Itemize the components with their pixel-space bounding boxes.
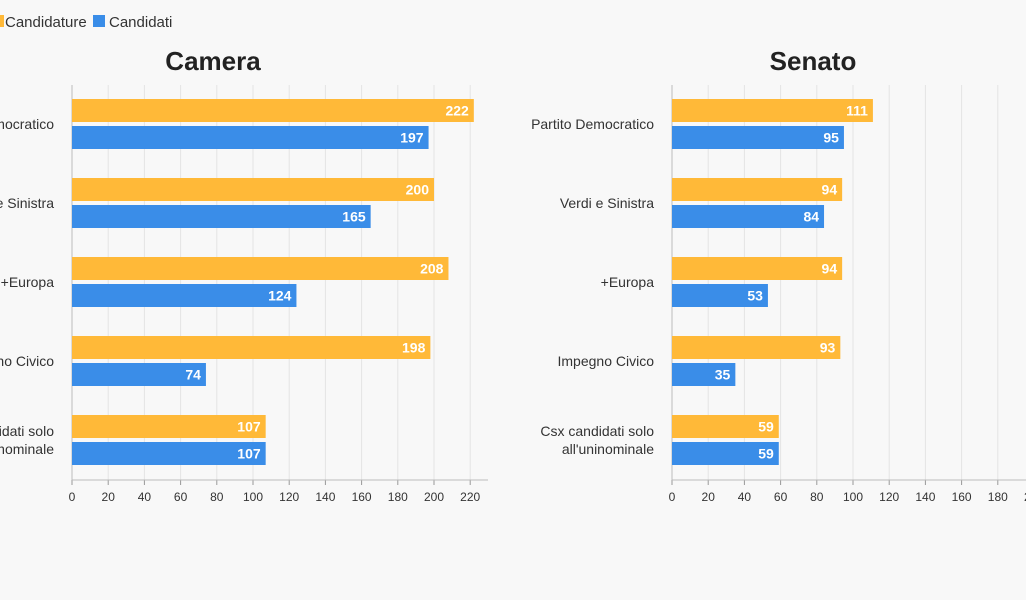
bar-candidati [72, 126, 429, 149]
x-tick-label: 20 [702, 490, 716, 504]
legend-swatch [93, 15, 105, 27]
bar-candidature [72, 336, 431, 359]
bar-candidature [72, 415, 266, 438]
bar-candidature [672, 99, 873, 122]
data-label: 74 [185, 367, 201, 383]
data-label: 208 [420, 261, 444, 277]
data-label: 107 [237, 419, 261, 435]
x-tick-label: 140 [315, 490, 335, 504]
x-tick-label: 40 [138, 490, 152, 504]
bar-candidati [672, 442, 779, 465]
bar-candidature [672, 257, 843, 280]
data-label: 165 [342, 209, 366, 225]
x-tick-label: 160 [952, 490, 972, 504]
data-label: 111 [846, 103, 868, 119]
category-label: Impegno Civico [558, 353, 655, 369]
x-tick-label: 120 [879, 490, 899, 504]
x-tick-label: 160 [352, 490, 372, 504]
bar-candidati [672, 205, 825, 228]
category-label: all'uninominale [0, 441, 54, 457]
data-label: 93 [820, 340, 836, 356]
bar-candidati [672, 363, 736, 386]
x-tick-label: 0 [69, 490, 76, 504]
data-label: 94 [822, 261, 838, 277]
category-label: Partito Democratico [531, 116, 654, 132]
data-label: 198 [402, 340, 426, 356]
bar-candidature [72, 178, 434, 201]
data-label: 124 [268, 288, 292, 304]
x-tick-label: 20 [102, 490, 116, 504]
x-tick-label: 220 [460, 490, 480, 504]
category-label: all'uninominale [562, 441, 654, 457]
data-label: 107 [237, 446, 261, 462]
x-tick-label: 100 [243, 490, 263, 504]
x-tick-label: 140 [915, 490, 935, 504]
data-label: 200 [406, 182, 430, 198]
x-tick-label: 60 [174, 490, 188, 504]
data-label: 59 [758, 446, 774, 462]
data-label: 35 [715, 367, 731, 383]
legend-label: Candidature [5, 14, 87, 31]
category-label: +Europa [1, 274, 55, 290]
category-label: Csx candidati solo [540, 423, 654, 439]
x-tick-label: 40 [738, 490, 752, 504]
data-label: 94 [822, 182, 838, 198]
bar-candidati [72, 284, 297, 307]
data-label: 197 [400, 130, 424, 146]
data-label: 95 [823, 130, 839, 146]
x-tick-label: 180 [988, 490, 1008, 504]
x-tick-label: 200 [1024, 490, 1026, 504]
bar-candidature [72, 99, 474, 122]
bar-candidati [72, 205, 371, 228]
category-label: Impegno Civico [0, 353, 54, 369]
bar-candidature [672, 178, 843, 201]
data-label: 59 [758, 419, 774, 435]
category-label: Csx candidati solo [0, 423, 54, 439]
x-tick-label: 180 [388, 490, 408, 504]
bar-candidati [72, 363, 206, 386]
data-label: 53 [747, 288, 763, 304]
data-label: 222 [445, 103, 469, 119]
x-tick-label: 200 [424, 490, 444, 504]
chart-title: Camera [165, 46, 261, 76]
category-label: Partito Democratico [0, 116, 54, 132]
x-tick-label: 80 [210, 490, 224, 504]
category-label: Verdi e Sinistra [0, 195, 54, 211]
bar-candidati [72, 442, 266, 465]
bar-candidature [72, 257, 449, 280]
bar-candidature [672, 336, 841, 359]
x-tick-label: 60 [774, 490, 788, 504]
chart-title: Senato [770, 46, 857, 76]
bar-candidati [672, 126, 844, 149]
x-tick-label: 0 [669, 490, 676, 504]
category-label: +Europa [601, 274, 655, 290]
x-tick-label: 80 [810, 490, 824, 504]
legend-swatch [0, 15, 4, 27]
x-tick-label: 100 [843, 490, 863, 504]
x-tick-label: 120 [279, 490, 299, 504]
category-label: Verdi e Sinistra [560, 195, 654, 211]
bar-candidati [672, 284, 768, 307]
bar-candidature [672, 415, 779, 438]
data-label: 84 [803, 209, 819, 225]
legend-label: Candidati [109, 14, 172, 31]
